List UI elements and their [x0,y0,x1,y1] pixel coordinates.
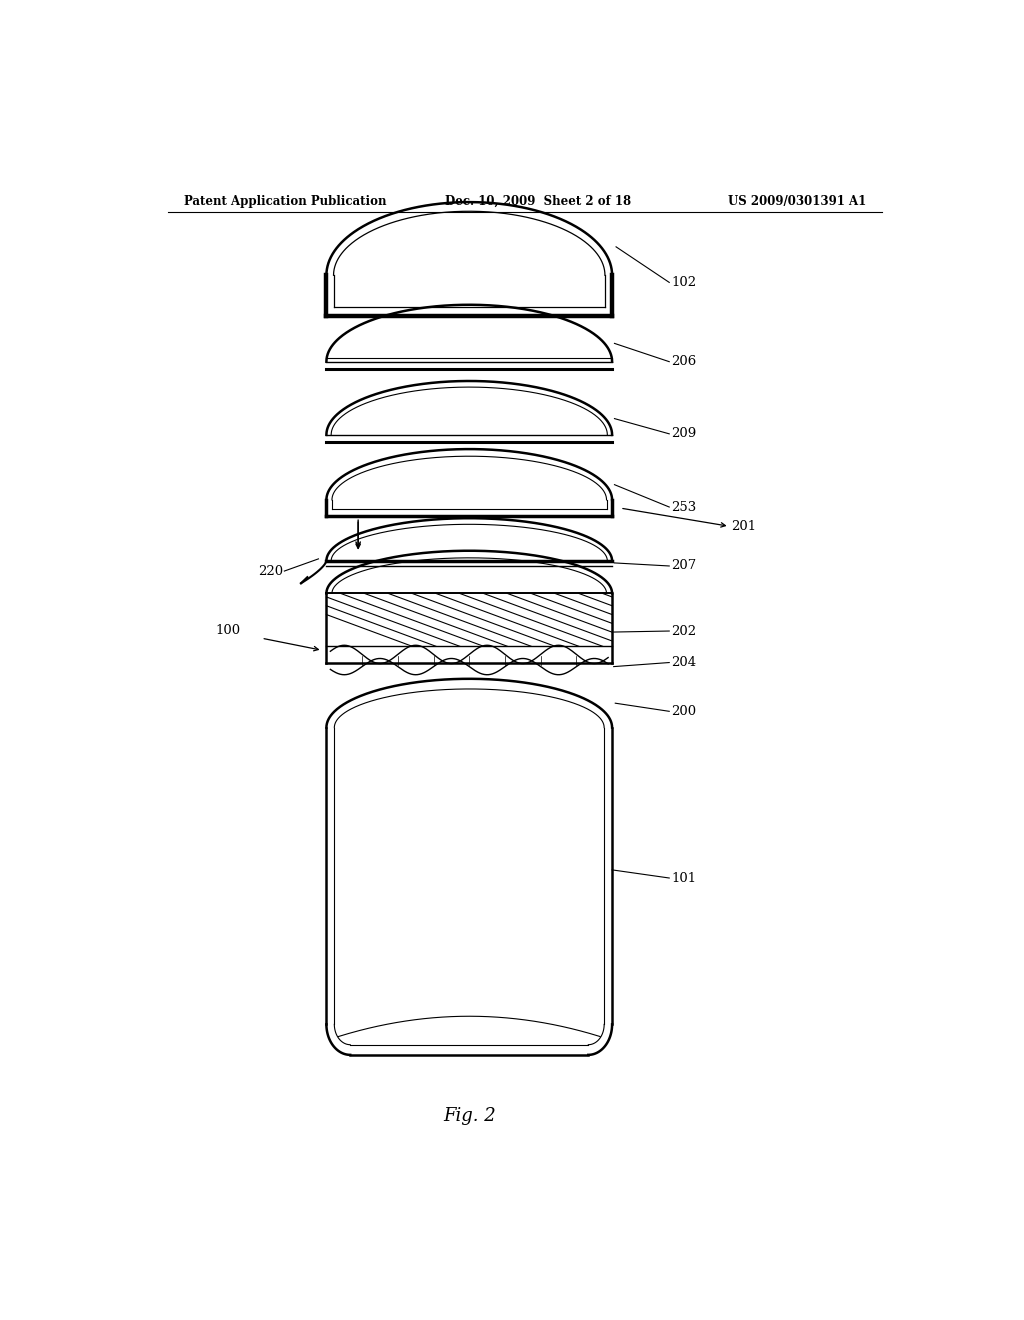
Text: 207: 207 [672,560,697,573]
Text: US 2009/0301391 A1: US 2009/0301391 A1 [728,194,866,207]
Text: Dec. 10, 2009  Sheet 2 of 18: Dec. 10, 2009 Sheet 2 of 18 [445,194,632,207]
Text: 202: 202 [672,624,696,638]
Text: 206: 206 [672,355,697,368]
Text: 200: 200 [672,705,696,718]
Text: 204: 204 [672,656,696,669]
Text: Patent Application Publication: Patent Application Publication [183,194,386,207]
Text: 209: 209 [672,428,697,441]
Text: 220: 220 [258,565,283,578]
Text: 100: 100 [215,623,241,636]
Text: 201: 201 [731,520,757,533]
Text: 102: 102 [672,276,696,289]
Text: Fig. 2: Fig. 2 [442,1107,496,1125]
Text: 253: 253 [672,500,697,513]
Text: 101: 101 [672,871,696,884]
